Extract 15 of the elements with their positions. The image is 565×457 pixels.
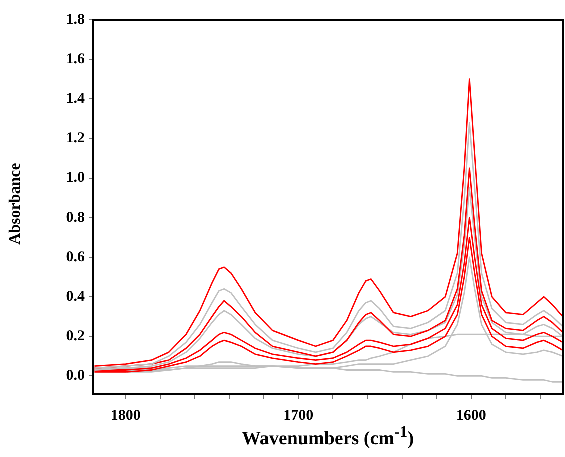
y-tick-label: 1.4 <box>66 91 86 108</box>
y-tick-label: 1.0 <box>66 170 85 186</box>
y-tick-label: 0.4 <box>66 288 86 305</box>
y-axis-title: Absorbance <box>7 162 25 247</box>
y-tick-label: 1.6 <box>66 51 86 68</box>
x-tick-label: 1700 <box>284 408 314 424</box>
x-axis-title: Wavenumbers (cm$^{-1}$) <box>240 424 416 450</box>
y-tick-label: 1.2 <box>66 130 85 147</box>
y-tick-label: 0.2 <box>66 328 85 344</box>
y-tick-label: 1.8 <box>66 12 85 28</box>
x-tick-label: 1800 <box>110 408 141 424</box>
y-tick-label: 0.6 <box>66 249 86 266</box>
y-tick-label: 0.8 <box>66 210 85 226</box>
x-tick-label: 1600 <box>456 408 486 424</box>
y-tick-label: 0.0 <box>66 368 85 384</box>
